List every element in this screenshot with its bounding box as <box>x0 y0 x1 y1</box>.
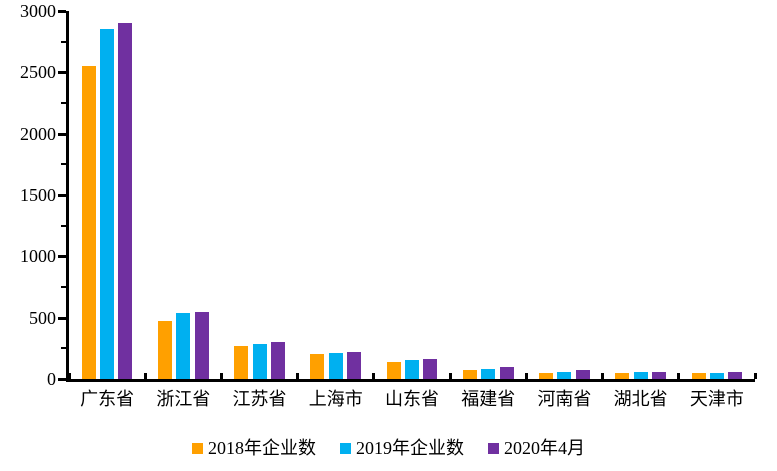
bar <box>347 352 362 379</box>
bar <box>176 313 191 379</box>
x-axis-label: 天津市 <box>689 389 744 409</box>
bar <box>81 66 96 379</box>
y-axis-label: 2500 <box>20 62 56 83</box>
x-tick <box>67 373 71 379</box>
bar <box>423 359 438 379</box>
legend-swatch <box>488 442 499 454</box>
bar <box>234 345 249 379</box>
x-tick <box>448 373 452 379</box>
x-tick <box>601 373 605 379</box>
x-tick <box>372 373 376 379</box>
x-tick <box>524 373 528 379</box>
bar <box>462 370 477 379</box>
x-axis-label: 湖北省 <box>613 389 668 409</box>
y-minor-tick <box>61 224 66 227</box>
bar <box>651 372 666 379</box>
y-axis-line <box>66 11 69 382</box>
y-major-tick <box>58 316 66 320</box>
bar <box>709 373 724 379</box>
y-major-tick <box>58 10 66 13</box>
x-tick <box>296 373 300 379</box>
x-tick <box>677 373 681 379</box>
legend-swatch <box>192 442 203 454</box>
bar <box>499 366 514 379</box>
legend-swatch <box>340 442 351 454</box>
legend-item: 2019年企业数 <box>340 437 464 459</box>
legend: 2018年企业数 2019年企业数 2020年4月 <box>0 436 777 460</box>
x-tick <box>219 373 223 379</box>
x-axis-label: 河南省 <box>537 389 592 409</box>
x-axis-label: 江苏省 <box>232 389 287 409</box>
y-minor-tick <box>61 347 66 350</box>
bar <box>386 361 401 379</box>
bar <box>691 372 706 379</box>
legend-label: 2020年4月 <box>504 438 585 458</box>
bar <box>252 343 267 379</box>
y-minor-tick <box>61 286 66 288</box>
y-minor-tick <box>61 102 66 104</box>
bar <box>328 352 343 379</box>
y-minor-tick <box>61 40 66 43</box>
y-axis-label: 500 <box>29 307 56 328</box>
bar <box>481 368 496 379</box>
y-axis-label: 1000 <box>20 246 56 267</box>
y-major-tick <box>58 71 66 75</box>
bar <box>539 373 554 379</box>
bar <box>557 372 572 379</box>
y-major-tick <box>58 255 66 259</box>
legend-item: 2018年企业数 <box>192 437 316 459</box>
bar <box>194 311 209 379</box>
bar <box>728 371 743 379</box>
y-major-tick <box>58 378 66 381</box>
legend-label: 2019年企业数 <box>356 438 464 458</box>
y-major-tick <box>58 194 66 197</box>
legend-item: 2020年4月 <box>488 437 585 459</box>
y-minor-tick <box>61 163 66 166</box>
x-tick <box>143 373 147 379</box>
x-tick <box>753 373 757 379</box>
bar <box>575 369 590 379</box>
x-axis-label: 浙江省 <box>156 389 211 409</box>
y-axis-label: 1500 <box>20 185 56 205</box>
y-axis-label: 2000 <box>20 123 56 144</box>
bar <box>158 321 173 379</box>
bar <box>633 372 648 379</box>
bar <box>100 29 115 379</box>
x-axis-label: 上海市 <box>308 389 363 409</box>
y-axis-label: 0 <box>47 369 56 389</box>
bar <box>270 342 285 379</box>
bar <box>405 359 419 379</box>
bar <box>310 353 325 379</box>
x-axis-label: 山东省 <box>385 389 439 409</box>
x-axis-label: 广东省 <box>80 389 135 409</box>
y-axis-label: 3000 <box>20 1 56 21</box>
x-axis-line <box>66 379 755 382</box>
y-major-tick <box>58 132 66 136</box>
bar <box>615 373 630 379</box>
x-axis-label: 福建省 <box>461 389 516 409</box>
legend-label: 2018年企业数 <box>208 438 316 458</box>
bar <box>118 23 133 379</box>
